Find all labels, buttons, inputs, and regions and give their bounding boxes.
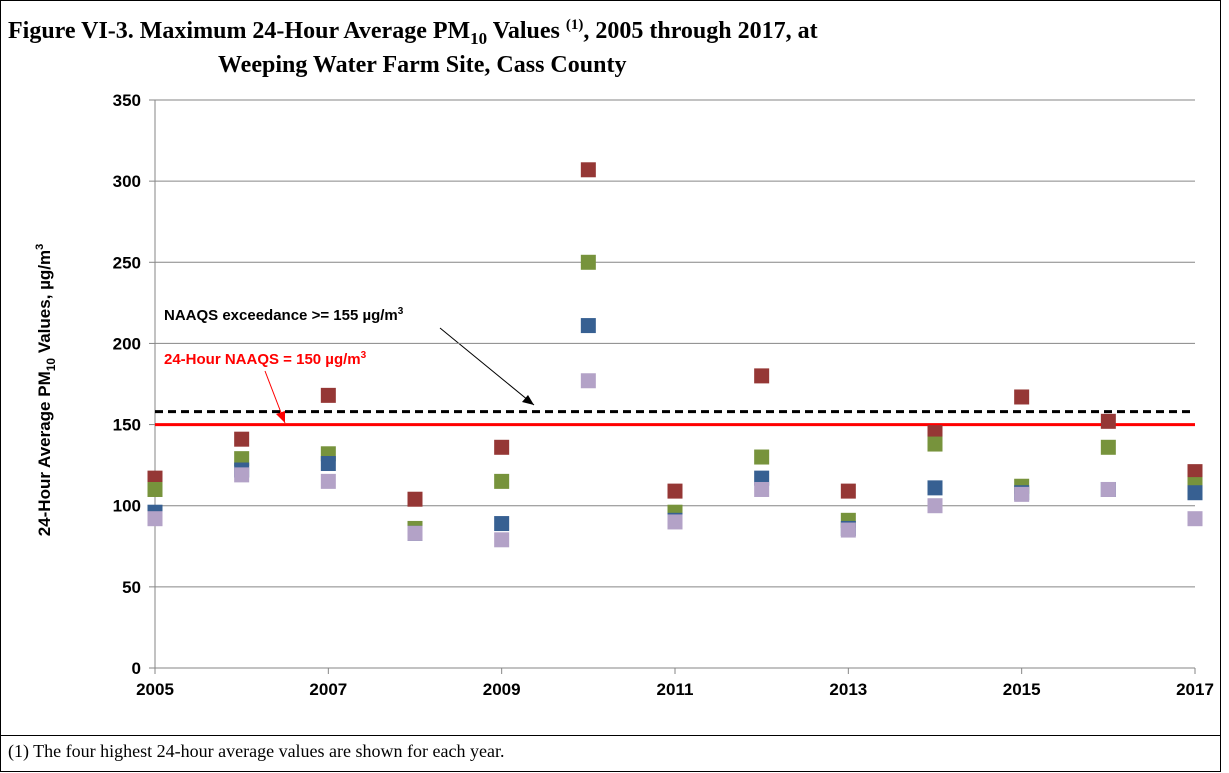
point [927,498,943,514]
point [754,449,770,465]
annotation: 24-Hour NAAQS = 150 µg/m3 [164,350,367,368]
y-axis-label: 24-Hour Average PM10 Values, µg/m3 [34,244,58,537]
point [494,473,510,489]
point [407,525,423,541]
y-tick-label: 350 [113,91,141,110]
y-tick-label: 0 [132,659,141,678]
point [580,318,596,334]
point [494,516,510,532]
point [1100,439,1116,455]
annotation-arrow [439,327,535,406]
point [1187,511,1203,527]
point [494,439,510,455]
point [580,254,596,270]
point [754,481,770,497]
chart-title: Figure VI-3. Maximum 24-Hour Average PM1… [8,17,818,48]
point [840,522,856,538]
point [580,373,596,389]
point [234,431,250,447]
point [147,511,163,527]
point [1100,481,1116,497]
x-tick-label: 2007 [309,680,347,699]
point [320,473,336,489]
point [147,481,163,497]
point [1187,464,1203,480]
annotation-arrowhead [276,411,285,423]
point [234,451,250,467]
point [667,514,683,530]
point [407,491,423,507]
x-tick-label: 2011 [657,680,694,699]
point [147,470,163,486]
point [754,470,770,486]
point [1014,486,1030,502]
point [580,162,596,178]
point [320,387,336,403]
point [927,436,943,452]
y-tick-label: 200 [113,334,141,353]
point [754,368,770,384]
point [840,483,856,499]
chart-title: Weeping Water Farm Site, Cass County [218,52,626,78]
point [927,425,943,441]
point [1014,389,1030,405]
y-tick-label: 250 [113,253,141,272]
x-tick-label: 2015 [1003,680,1041,699]
point [320,456,336,472]
annotation-arrowhead [522,395,534,405]
y-tick-label: 100 [113,497,141,516]
point [1187,485,1203,501]
point [1100,413,1116,429]
y-tick-label: 50 [122,578,141,597]
annotation: NAAQS exceedance >= 155 µg/m3 [164,306,404,324]
point [494,532,510,548]
x-tick-label: 2013 [829,680,867,699]
point [234,467,250,483]
point [667,483,683,499]
footnote: (1) The four highest 24-hour average val… [8,741,504,762]
y-tick-label: 150 [113,416,141,435]
y-tick-label: 300 [113,172,141,191]
x-tick-label: 2005 [136,680,174,699]
x-tick-label: 2009 [483,680,521,699]
x-tick-label: 2017 [1176,680,1214,699]
point [927,480,943,496]
